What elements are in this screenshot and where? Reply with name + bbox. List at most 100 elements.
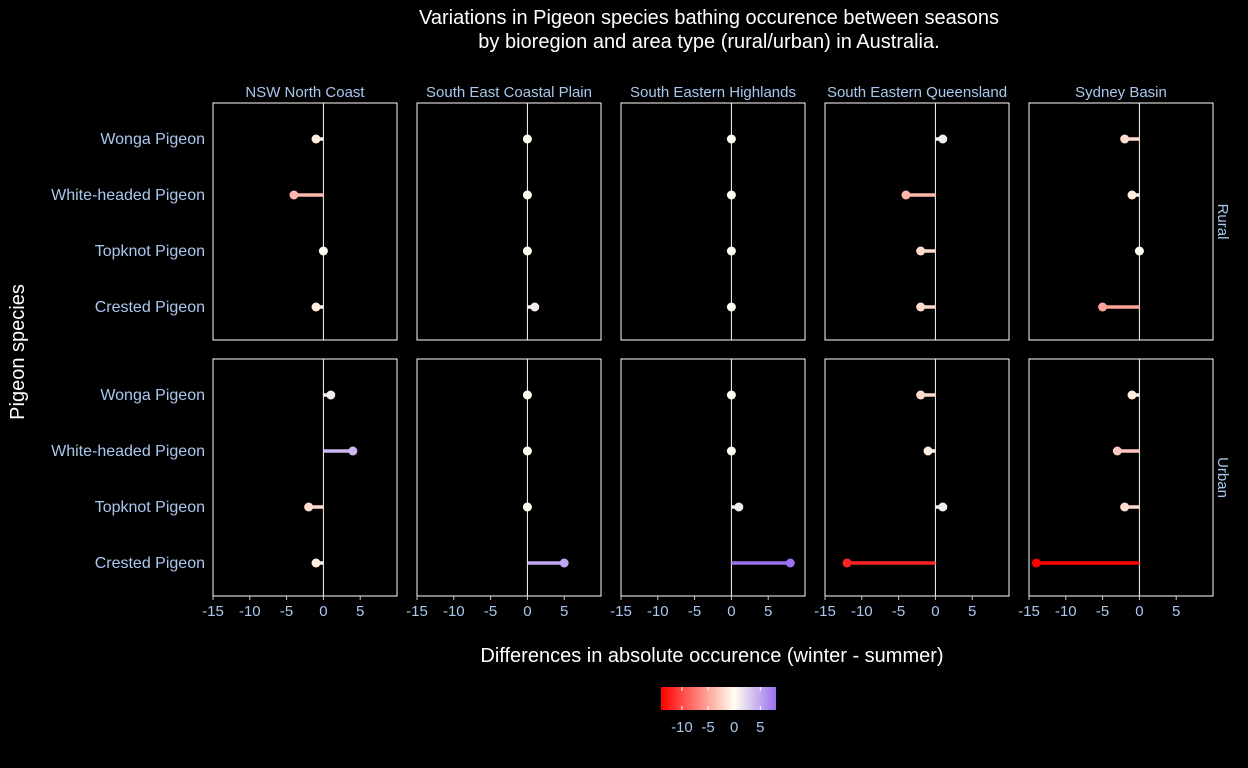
legend-tick-label: 0 [730,719,738,736]
facet-col-label-south-eastern-highlands: South Eastern Highlands [630,84,796,101]
lollipop-point [1098,302,1108,312]
y-tick-label: Wonga Pigeon [100,131,205,148]
y-tick-label: Wonga Pigeon [100,387,205,404]
panel-border [1028,358,1214,597]
facet-col-label-nsw-north-coast: NSW North Coast [245,84,365,101]
lollipop-point [311,134,321,144]
lollipop-point [726,446,736,456]
lollipop-point [522,246,532,256]
lollipop-point [916,302,926,312]
lollipop-point [522,446,532,456]
x-tick-label: -15 [1018,603,1040,620]
x-tick-label: 5 [356,603,364,620]
panel-border [1028,102,1214,341]
x-tick-label: -15 [610,603,632,620]
facet-row-label-rural: Rural [1214,204,1231,240]
lollipop-point [726,134,736,144]
lollipop-point [916,390,926,400]
y-tick-label: Crested Pigeon [95,555,205,572]
panel-grid: Rural NSW North Coast Wonga Pigeon White-he… [51,84,1231,620]
x-tick-label: 0 [523,603,531,620]
x-tick-label: 5 [560,603,568,620]
x-tick-label: -10 [1055,603,1077,620]
lollipop-point [1127,390,1137,400]
panel-sydney-basin-urban [1028,358,1214,597]
lollipop-point [326,390,336,400]
chart-title-line-2: by bioregion and area type (rural/urban)… [478,31,939,53]
x-tick-label: 0 [319,603,327,620]
lollipop-point [522,502,532,512]
lollipop-point [318,246,328,256]
facet-col-label-south-east-coastal-plain: South East Coastal Plain [426,84,592,101]
lollipop-point [726,190,736,200]
lollipop-point [938,502,948,512]
panel-border [212,102,398,341]
lollipop-point [1120,502,1130,512]
legend-tick-label: 5 [756,719,764,736]
panel-border [620,358,806,597]
x-tick-label: 0 [727,603,735,620]
lollipop-point [1120,134,1130,144]
facet-row-label-urban: Urban [1214,457,1231,498]
lollipop-point [1112,446,1122,456]
panel-border [620,102,806,341]
lollipop-point [916,246,926,256]
lollipop-point [726,302,736,312]
panel-south-eastern-highlands-urban [620,358,806,597]
legend-tick-label: -10 [671,719,693,736]
facet-col-label-south-eastern-queensland: South Eastern Queensland [827,84,1007,101]
lollipop-point [311,558,321,568]
legend-colorbar [661,687,776,710]
panel-nsw-north-coast-urban [212,358,398,597]
lollipop-point [289,190,299,200]
x-tick-label: -10 [647,603,669,620]
x-tick-label: -15 [202,603,224,620]
x-tick-label: -5 [1096,603,1109,620]
x-tick-label: -5 [892,603,905,620]
x-tick-label: -10 [443,603,465,620]
x-tick-label: -5 [484,603,497,620]
x-tick-label: -10 [851,603,873,620]
y-tick-label: White-headed Pigeon [51,187,205,204]
panel-border [212,358,398,597]
lollipop-point [530,302,540,312]
y-tick-label: White-headed Pigeon [51,443,205,460]
y-tick-label: Crested Pigeon [95,299,205,316]
facet-col-label-sydney-basin: Sydney Basin [1075,84,1167,101]
lollipop-point [1031,558,1041,568]
lollipop-point [1134,246,1144,256]
lollipop-point [785,558,795,568]
lollipop-point [311,302,321,312]
y-tick-label: Topknot Pigeon [95,499,205,516]
lollipop-point [522,134,532,144]
panel-border [416,358,602,597]
panel-south-east-coastal-plain-rural [416,102,602,341]
panel-nsw-north-coast-rural [212,102,398,341]
x-tick-label: -15 [406,603,428,620]
chart-title-line-1: Variations in Pigeon species bathing occ… [419,7,999,29]
color-legend: -10 -5 0 5 [661,687,776,736]
panel-south-eastern-queensland-rural [824,102,1010,341]
x-tick-label: -5 [280,603,293,620]
lollipop-point [726,390,736,400]
lollipop-point [938,134,948,144]
lollipop-point [522,190,532,200]
x-tick-label: -10 [239,603,261,620]
panel-south-eastern-highlands-rural [620,102,806,341]
x-tick-label: -5 [688,603,701,620]
x-tick-label: 5 [1172,603,1180,620]
lollipop-point [1127,190,1137,200]
x-tick-label: 0 [931,603,939,620]
x-tick-label: 0 [1135,603,1143,620]
x-tick-label: 5 [764,603,772,620]
panel-border [416,102,602,341]
lollipop-point [901,190,911,200]
legend-tick-label: -5 [701,719,714,736]
x-axis-title: Differences in absolute occurence (winte… [480,645,943,667]
lollipop-point [304,502,314,512]
y-tick-label: Topknot Pigeon [95,243,205,260]
x-tick-label: 5 [968,603,976,620]
lollipop-point [348,446,358,456]
lollipop-point [734,502,744,512]
